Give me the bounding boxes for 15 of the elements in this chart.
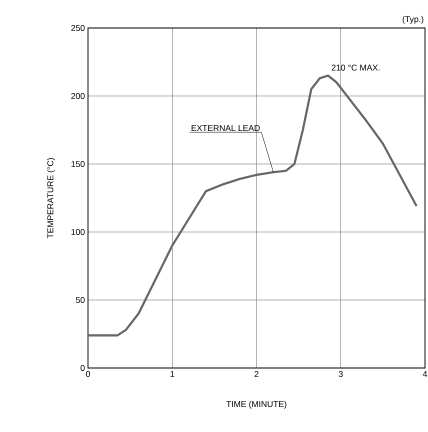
x-tick-label: 2 [254,371,258,377]
y-axis-title: TEMPERATURE (°C) [47,158,55,238]
y-tick-label: 200 [71,93,85,99]
x-tick-label: 0 [86,371,90,378]
x-tick-label: 3 [338,371,343,378]
y-tick-label: 250 [71,25,85,31]
x-axis-title: TIME (MINUTE) [226,400,286,409]
y-tick-label: 150 [71,161,85,167]
x-tick-label: 4 [422,371,428,377]
annotation: EXTERNAL LEAD [192,125,260,131]
y-tick-label: 100 [71,229,85,235]
text: (Typ.) [402,16,424,24]
x-tick-label: 1 [170,371,174,377]
y-tick-label: 50 [76,297,85,303]
y-tick-label: 0 [80,365,85,371]
